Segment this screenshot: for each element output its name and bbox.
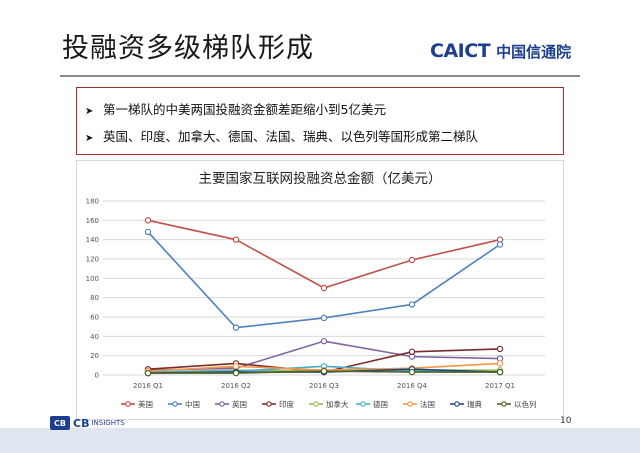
- arrow-bullet-icon: ➤: [85, 106, 94, 117]
- y-tick-label: 40: [90, 333, 99, 341]
- x-tick-label: 2016 Q2: [221, 382, 251, 390]
- cb-insights-logo: CB CB INSIGHTS: [50, 416, 125, 430]
- data-point: [232, 236, 240, 243]
- legend-label: 以色列: [514, 399, 537, 409]
- data-point: [320, 314, 328, 322]
- bullet-item: ➤ 英国、印度、加拿大、德国、法国、瑞典、以色列等国形成第二梯队: [85, 126, 478, 145]
- data-point: [496, 368, 504, 376]
- legend-marker: [266, 401, 272, 407]
- cb-logo-text: CB: [73, 416, 90, 430]
- chart-container: 主要国家互联网投融资总金额（亿美元） 0 20 40 60 80 100 120 140 160…: [76, 160, 564, 420]
- x-tick-label: 2017 Q1: [485, 382, 515, 390]
- legend-label: 美国: [138, 399, 153, 409]
- chart-title: 主要国家互联网投融资总金额（亿美元）: [199, 170, 442, 187]
- data-point: [320, 367, 328, 375]
- data-point: [320, 284, 328, 292]
- legend-label: 加拿大: [326, 399, 349, 409]
- data-point: [232, 363, 240, 370]
- legend-marker: [219, 401, 225, 407]
- data-point: [144, 228, 152, 236]
- cb-logo-mark: CB: [50, 416, 70, 430]
- data-point: [232, 324, 240, 331]
- legend-label: 中国: [185, 399, 200, 409]
- data-point: [320, 337, 328, 345]
- cb-logo-sub: INSIGHTS: [91, 419, 125, 427]
- footer-bar: [0, 428, 640, 453]
- y-tick-label: 140: [86, 236, 99, 244]
- y-tick-label: 180: [86, 198, 99, 206]
- legend-label: 印度: [279, 399, 294, 409]
- legend-marker: [125, 401, 131, 407]
- data-point: [144, 217, 152, 224]
- grid-lines: [103, 200, 545, 376]
- legend-marker: [360, 401, 366, 407]
- legend-marker: [407, 401, 413, 407]
- bullet-box: ➤ 第一梯队的中美两国投融资金额差距缩小到5亿美元 ➤ 英国、印度、加拿大、德国…: [76, 87, 564, 155]
- legend-label: 瑞典: [467, 399, 482, 409]
- caict-logo-text: CAICT: [430, 40, 491, 62]
- bullet-item: ➤ 第一梯队的中美两国投融资金额差距缩小到5亿美元: [85, 99, 386, 118]
- legend-marker: [313, 401, 319, 407]
- data-point: [408, 256, 416, 264]
- data-point: [408, 348, 416, 355]
- legend-marker: [454, 401, 460, 407]
- legend-label: 英国: [232, 399, 247, 409]
- title-divider: [60, 75, 580, 77]
- data-point: [408, 301, 416, 308]
- axis-labels: 0 20 40 60 80 100 120 140 160 180 2016 Q1 2016 Q2 20…: [86, 198, 515, 391]
- legend: 美国 中国 英国 印度 加拿大 德国 法国 瑞典 以色列: [121, 399, 537, 409]
- series-lines: [144, 217, 504, 377]
- x-tick-label: 2016 Q4: [397, 382, 428, 390]
- y-tick-label: 20: [90, 352, 99, 360]
- slide-title: 投融资多级梯队形成: [62, 33, 314, 64]
- data-point: [496, 345, 504, 353]
- line-chart: 主要国家互联网投融资总金额（亿美元） 0 20 40 60 80 100 120 140 160…: [86, 170, 545, 409]
- y-tick-label: 120: [86, 256, 99, 264]
- y-tick-label: 0: [95, 372, 99, 380]
- legend-marker: [172, 401, 178, 407]
- y-tick-label: 100: [86, 275, 99, 283]
- data-point: [496, 360, 504, 367]
- arrow-bullet-icon: ➤: [85, 133, 94, 144]
- page-number: 10: [560, 416, 572, 426]
- x-tick-label: 2016 Q3: [309, 382, 339, 390]
- data-point: [232, 369, 240, 377]
- data-point: [144, 369, 152, 377]
- bullet-text: 英国、印度、加拿大、德国、法国、瑞典、以色列等国形成第二梯队: [102, 129, 478, 144]
- bullet-text: 第一梯队的中美两国投融资金额差距缩小到5亿美元: [102, 102, 386, 117]
- x-tick-label: 2016 Q1: [133, 382, 163, 390]
- legend-label: 法国: [420, 399, 435, 409]
- data-point: [496, 241, 504, 248]
- y-tick-label: 160: [86, 217, 99, 225]
- y-tick-label: 80: [90, 294, 99, 302]
- legend-marker: [501, 401, 507, 407]
- caict-logo: CAICT 中国信通院: [430, 38, 571, 64]
- y-tick-label: 60: [90, 314, 99, 322]
- caict-logo-chinese: 中国信通院: [496, 42, 572, 61]
- legend-label: 德国: [373, 399, 388, 409]
- data-point: [408, 368, 416, 376]
- series-line: [147, 231, 501, 329]
